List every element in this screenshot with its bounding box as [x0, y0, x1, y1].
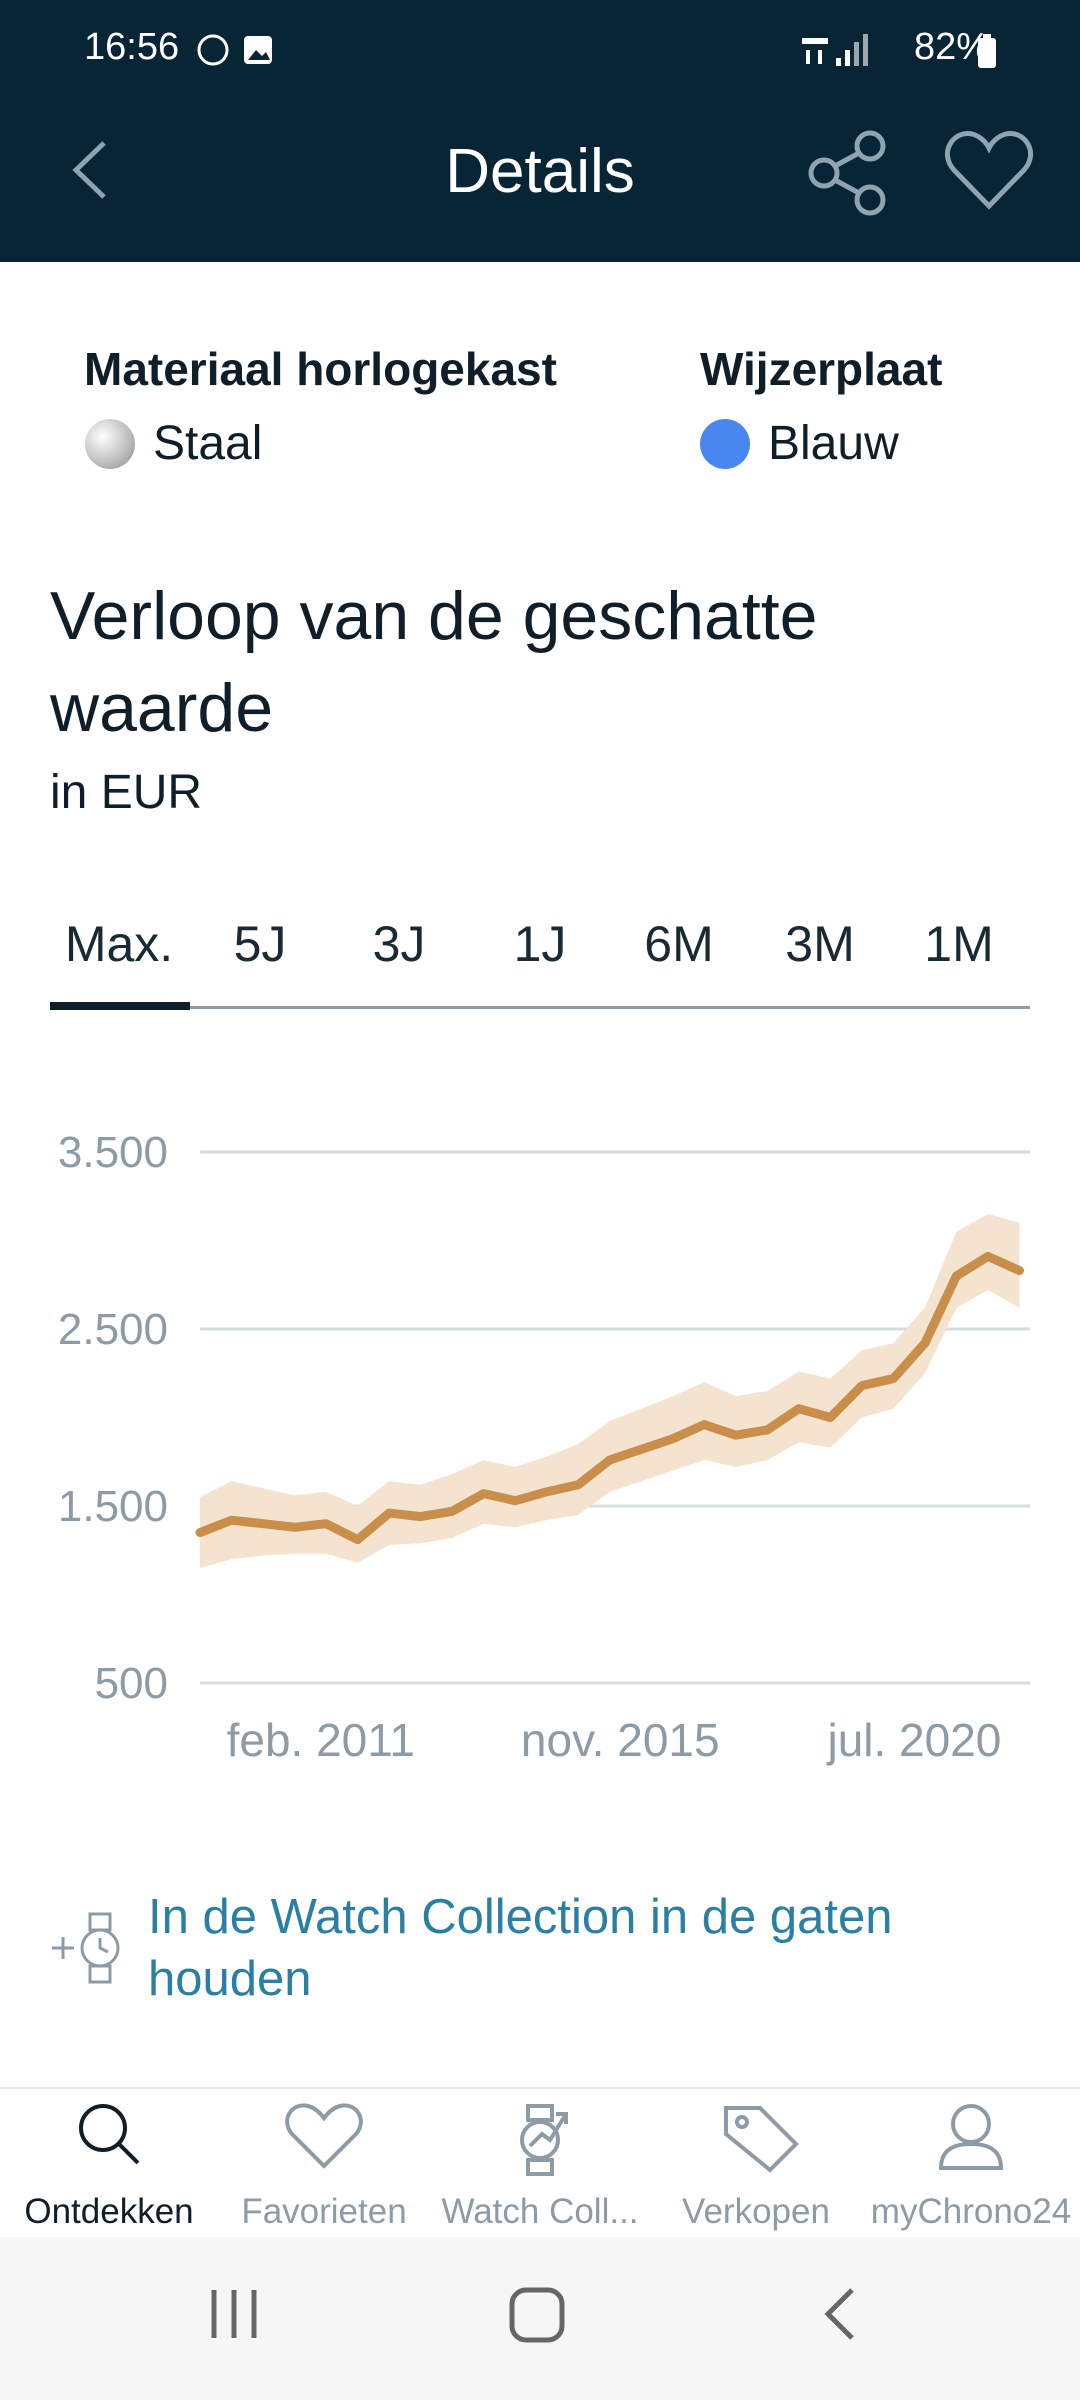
- x-tick-label: nov. 2015: [521, 1714, 720, 1766]
- value-line: [195, 1251, 1024, 1545]
- nav-icons: [79, 2103, 1004, 2176]
- favorite-button[interactable]: [944, 128, 1034, 214]
- y-tick-label: 2.500: [58, 1305, 168, 1354]
- system-nav-bar: [0, 2237, 1080, 2400]
- system-buttons: [211, 2287, 854, 2343]
- y-tick-label: 1.500: [58, 1482, 168, 1531]
- chart: 500 1.500 2.500 3.500 feb. 2011 nov. 2015 jul.…: [58, 1128, 1030, 1766]
- nav-item[interactable]: Watch Coll...: [441, 2192, 639, 2231]
- y-tick-label: 500: [95, 1659, 168, 1708]
- share-button[interactable]: [804, 128, 894, 218]
- material-swatch: [85, 419, 135, 469]
- range-tab[interactable]: 1J: [513, 916, 567, 972]
- x-tick-label: jul. 2020: [825, 1714, 1001, 1766]
- spec-label: Wijzerplaat: [700, 343, 943, 395]
- spec-value: Blauw: [768, 417, 899, 470]
- status-battery: 82%: [913, 26, 990, 68]
- battery-icon: [978, 34, 996, 68]
- range-tab[interactable]: 3M: [785, 916, 855, 972]
- chart-subtitle: in EUR: [50, 766, 203, 819]
- dial-swatch: [700, 419, 750, 469]
- nav-item[interactable]: Ontdekken: [24, 2192, 194, 2231]
- nav-item[interactable]: myChrono24: [870, 2192, 1072, 2231]
- watch-collection-link[interactable]: In de Watch Collection in de gaten houde…: [148, 1890, 893, 2006]
- watch-add-icon: [52, 1912, 120, 1984]
- active-tab-indicator: [50, 1002, 190, 1010]
- spec-label: Materiaal horlogekast: [84, 343, 557, 395]
- app-header: [0, 0, 1080, 262]
- range-tab[interactable]: 6M: [644, 916, 714, 972]
- range-tab[interactable]: 3J: [372, 916, 426, 972]
- x-tick-label: feb. 2011: [227, 1714, 415, 1766]
- range-tab[interactable]: 5J: [233, 916, 287, 972]
- tab-divider: [50, 1006, 1030, 1009]
- back-button[interactable]: [60, 135, 120, 205]
- chart-title: Verloop van de geschatte waarde: [50, 578, 818, 746]
- nav-item[interactable]: Favorieten: [241, 2192, 407, 2231]
- status-time: 16:56: [84, 26, 180, 68]
- header-title: Details: [445, 137, 635, 206]
- range-tab[interactable]: 1M: [924, 916, 994, 972]
- spec-value: Staal: [153, 417, 263, 470]
- bottom-nav: [0, 2087, 1080, 2239]
- range-tab[interactable]: Max.: [64, 916, 174, 972]
- signal-icon: [802, 34, 868, 66]
- y-tick-label: 3.500: [58, 1128, 168, 1177]
- value-range-band: [200, 1213, 1020, 1568]
- status-icons: [197, 34, 272, 66]
- nav-item[interactable]: Verkopen: [682, 2192, 830, 2231]
